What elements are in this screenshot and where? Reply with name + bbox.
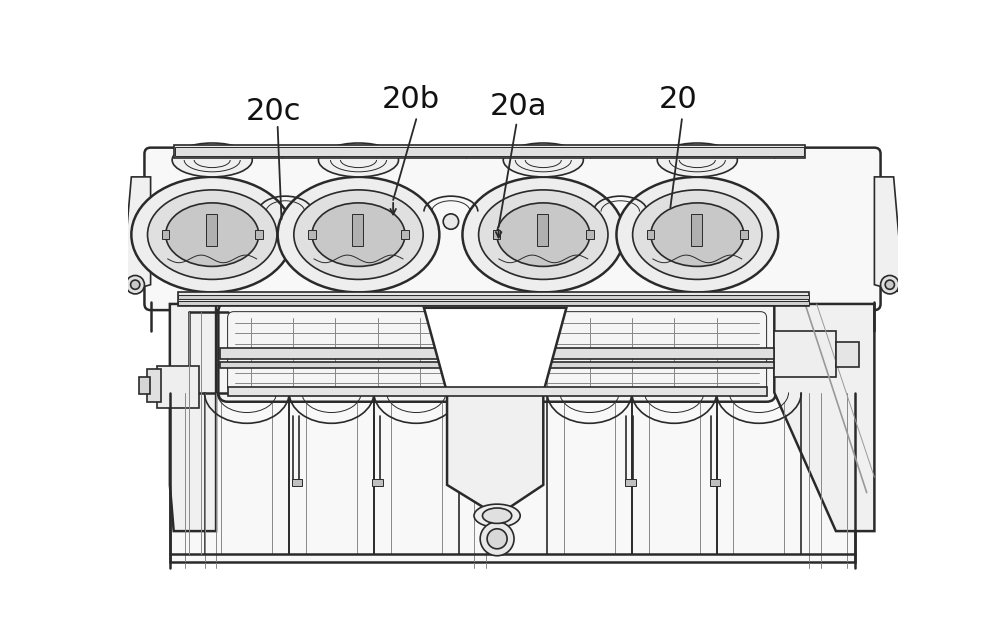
Ellipse shape (497, 203, 590, 266)
Ellipse shape (294, 190, 423, 280)
Ellipse shape (318, 143, 399, 177)
Bar (175, 147, 804, 156)
Bar (372, 479, 383, 486)
Circle shape (881, 275, 899, 294)
Ellipse shape (172, 143, 252, 177)
Bar (308, 230, 316, 239)
Bar (206, 214, 217, 246)
Ellipse shape (131, 177, 293, 292)
Ellipse shape (479, 190, 608, 280)
Bar (157, 365, 199, 408)
Ellipse shape (616, 177, 778, 292)
Bar (178, 296, 809, 300)
Bar (537, 214, 548, 246)
Bar (174, 145, 805, 159)
Polygon shape (774, 304, 874, 531)
Bar (255, 230, 263, 239)
Bar (586, 230, 594, 239)
Bar (740, 230, 748, 239)
Ellipse shape (462, 177, 624, 292)
Circle shape (885, 280, 894, 289)
Bar (139, 377, 150, 394)
Bar (401, 230, 409, 239)
Bar (228, 387, 767, 396)
Bar (493, 230, 500, 239)
Bar (162, 230, 169, 239)
Ellipse shape (657, 143, 737, 177)
Ellipse shape (148, 190, 277, 280)
Bar (178, 292, 809, 307)
Ellipse shape (166, 203, 259, 266)
Circle shape (487, 529, 507, 549)
Bar (836, 342, 859, 367)
Bar (220, 362, 774, 368)
Circle shape (443, 214, 459, 229)
Text: 20c: 20c (246, 97, 302, 126)
Polygon shape (447, 392, 543, 516)
Text: 20b: 20b (382, 85, 440, 115)
Bar (170, 392, 855, 562)
Bar (625, 479, 636, 486)
Bar (710, 479, 720, 486)
Polygon shape (874, 177, 905, 300)
Text: 20: 20 (659, 85, 697, 115)
Ellipse shape (312, 203, 405, 266)
FancyBboxPatch shape (144, 148, 881, 310)
Ellipse shape (651, 203, 744, 266)
Text: 20a: 20a (490, 92, 547, 120)
Circle shape (480, 522, 514, 556)
Bar (147, 369, 161, 402)
Circle shape (131, 280, 140, 289)
Ellipse shape (474, 504, 520, 527)
Polygon shape (120, 177, 151, 300)
Polygon shape (424, 308, 566, 392)
Bar (774, 331, 836, 377)
Bar (691, 214, 702, 246)
Bar (220, 348, 774, 358)
Bar (178, 301, 809, 305)
Ellipse shape (633, 190, 762, 280)
Bar (292, 479, 302, 486)
Ellipse shape (482, 508, 512, 524)
Bar (352, 214, 363, 246)
Ellipse shape (503, 143, 583, 177)
FancyBboxPatch shape (218, 303, 776, 402)
Circle shape (126, 275, 144, 294)
Polygon shape (170, 304, 216, 531)
Ellipse shape (278, 177, 439, 292)
Bar (647, 230, 654, 239)
